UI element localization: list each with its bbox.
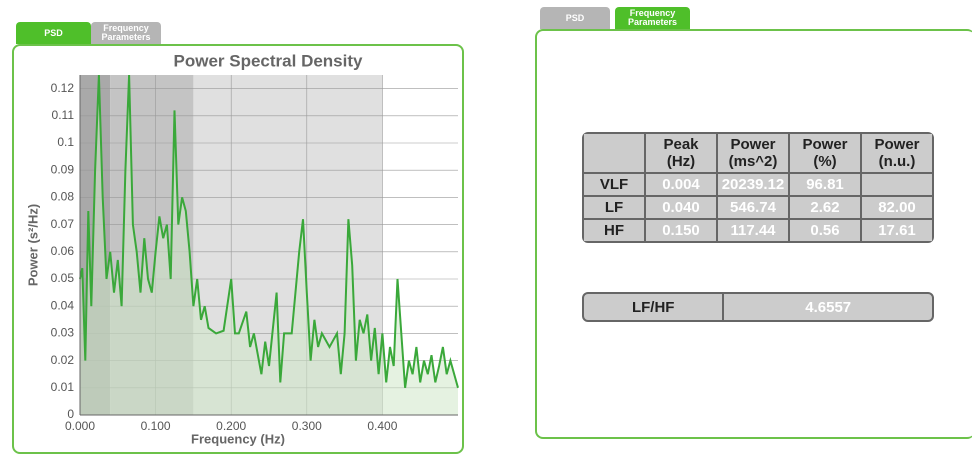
y-tick-label: 0.03 (51, 326, 75, 340)
table-row: VLF 0.004 20239.12 96.81 (584, 174, 932, 195)
y-tick-label: 0.06 (51, 244, 75, 258)
x-tick-label: 0.200 (216, 419, 246, 433)
table-cell: 2.62 (790, 197, 860, 218)
ratio-box: LF/HF 4.6557 (582, 292, 934, 322)
table-cell: 20239.12 (718, 174, 788, 195)
row-label: LF (584, 197, 644, 218)
table-cell: 82.00 (862, 197, 932, 218)
y-tick-label: 0.04 (51, 298, 75, 312)
corner-cell (584, 134, 644, 172)
column-header: Power (%) (790, 134, 860, 172)
table-cell: 0.004 (646, 174, 716, 195)
x-tick-label: 0.300 (292, 419, 322, 433)
table-cell: 0.150 (646, 220, 716, 241)
y-tick-label: 0.01 (51, 380, 75, 394)
ratio-label: LF/HF (584, 294, 725, 320)
y-tick-label: 0.08 (51, 190, 75, 204)
y-tick-label: 0.12 (51, 81, 75, 95)
table-row: HF 0.150 117.44 0.56 17.61 (584, 220, 932, 241)
y-tick-label: 0 (67, 407, 74, 421)
table-cell: 96.81 (790, 174, 860, 195)
table-cell: 0.040 (646, 197, 716, 218)
y-tick-label: 0.07 (51, 217, 75, 231)
tab[interactable]: PSD (16, 22, 91, 44)
table-cell: 0.56 (790, 220, 860, 241)
y-tick-label: 0.05 (51, 271, 75, 285)
chart: Power Spectral Density Frequency (Hz) Po… (25, 51, 459, 446)
column-header: Power (ms^2) (718, 134, 788, 172)
tab[interactable]: PSD (540, 7, 610, 29)
ratio-value: 4.6557 (805, 298, 852, 316)
x-tick-label: 0.000 (65, 419, 95, 433)
tab[interactable]: Frequency Parameters (615, 7, 690, 29)
table-cell: 117.44 (718, 220, 788, 241)
y-axis-label: Power (s²/Hz) (25, 204, 40, 286)
column-header: Power (n.u.) (862, 134, 932, 172)
parameters-table: Peak (Hz) Power (ms^2) Power (%) Power (n.u… (582, 132, 934, 243)
x-tick-label: 0.100 (141, 419, 171, 433)
row-label: HF (584, 220, 644, 241)
chart-title: Power Spectral Density (174, 51, 364, 70)
column-header: Peak (Hz) (646, 134, 716, 172)
y-tick-label: 0.02 (51, 353, 75, 367)
y-tick-label: 0.11 (52, 108, 75, 122)
line (79, 74, 459, 389)
y-tick-label: 0.09 (51, 162, 75, 176)
area (80, 75, 458, 415)
x-tick-label: 0.400 (367, 419, 397, 433)
x-axis-label: Frequency (Hz) (191, 431, 285, 446)
table-row: LF 0.040 546.74 2.62 82.00 (584, 197, 932, 218)
tab[interactable]: Frequency Parameters (91, 22, 161, 44)
header-row: Peak (Hz) Power (ms^2) Power (%) Power (n.u… (584, 134, 932, 172)
table-cell: 17.61 (862, 220, 932, 241)
row-label: VLF (584, 174, 644, 195)
table-cell: 546.74 (718, 197, 788, 218)
y-tick-label: 0.1 (57, 135, 74, 149)
table-cell (862, 174, 932, 195)
